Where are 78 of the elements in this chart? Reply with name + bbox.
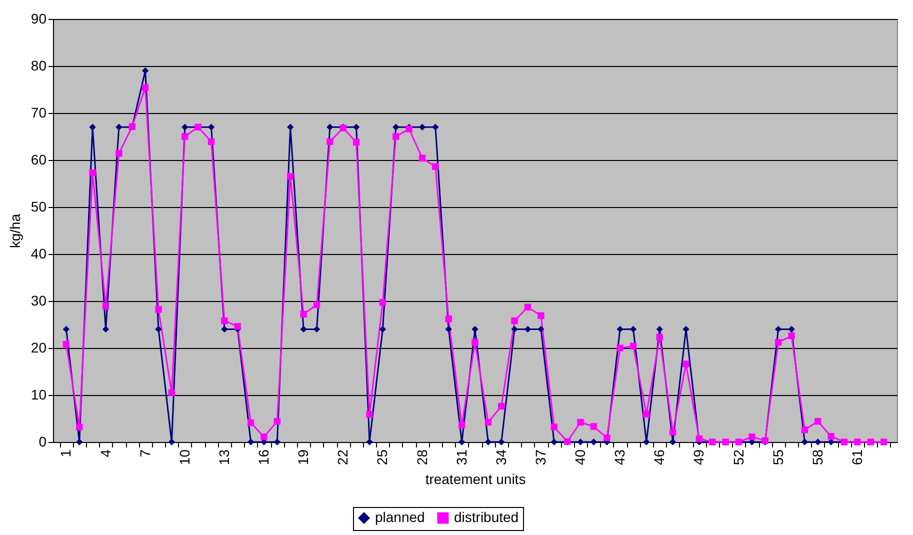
point [300,326,307,333]
x-tick-label: 52 [730,449,746,466]
y-tick-label: 60 [30,152,47,168]
point [590,438,598,446]
x-axis-title: treatement units [425,471,526,488]
x-tick-label: 28 [414,449,430,466]
y-tick-label: 0 [38,434,47,450]
point [274,438,281,446]
point [326,124,334,130]
point [498,438,505,446]
x-tick-label: 49 [690,449,707,466]
point [550,438,558,446]
point [616,326,624,333]
point [643,438,650,446]
x-tick-label: 46 [651,449,668,466]
y-tick-label: 40 [30,246,47,262]
x-tick-label: 19 [295,449,312,466]
point [418,124,426,130]
x-tick-label: 37 [532,449,548,466]
x-tick-label: 55 [770,449,786,466]
point [62,326,70,333]
point [366,438,373,446]
point [208,124,215,130]
x-tick-label: 58 [809,449,826,466]
legend-label: distributed [454,509,519,525]
x-tick-label: 25 [374,449,390,466]
point [142,67,149,74]
point [102,326,110,333]
point [630,326,637,333]
point [287,124,294,130]
point [801,438,808,446]
x-tick-label: 10 [176,449,192,466]
x-tick-label: 61 [848,449,865,466]
point [445,326,452,333]
point [458,438,466,446]
point [524,326,532,333]
point [814,438,822,446]
x-tick-label: 7 [136,449,153,458]
point [182,124,188,130]
point [511,326,518,333]
y-tick-label: 70 [30,104,47,120]
point [828,438,834,446]
point [538,326,544,333]
point [247,438,254,446]
point [669,438,676,446]
y-axis-title: kg/ha [6,214,23,248]
point [352,124,360,130]
legend-label: planned [375,509,425,525]
y-tick-label: 80 [30,58,47,74]
point [656,326,663,333]
point [432,124,439,130]
x-tick-label: 22 [334,449,351,466]
point [155,326,162,333]
x-tick-label: 43 [612,449,628,466]
point [76,438,83,446]
point [484,438,492,446]
point [221,326,228,333]
point [788,326,795,333]
point [577,438,584,446]
y-tick-label: 90 [30,10,47,26]
point [168,438,176,446]
y-tick-label: 10 [30,386,47,402]
x-tick-label: 4 [97,449,114,458]
x-tick-label: 1 [58,449,74,458]
point [116,124,122,130]
point [313,326,320,333]
x-tick-label: 31 [453,449,470,466]
y-tick-label: 30 [30,292,47,308]
point [774,326,782,333]
point [392,124,400,130]
x-tick-label: 13 [216,449,232,466]
y-tick-label: 50 [30,198,47,214]
x-tick-label: 34 [492,449,509,466]
point [379,326,386,333]
point [89,124,96,130]
x-tick-label: 16 [256,449,272,466]
y-tick-label: 20 [30,340,47,356]
x-tick-label: 40 [572,449,588,466]
